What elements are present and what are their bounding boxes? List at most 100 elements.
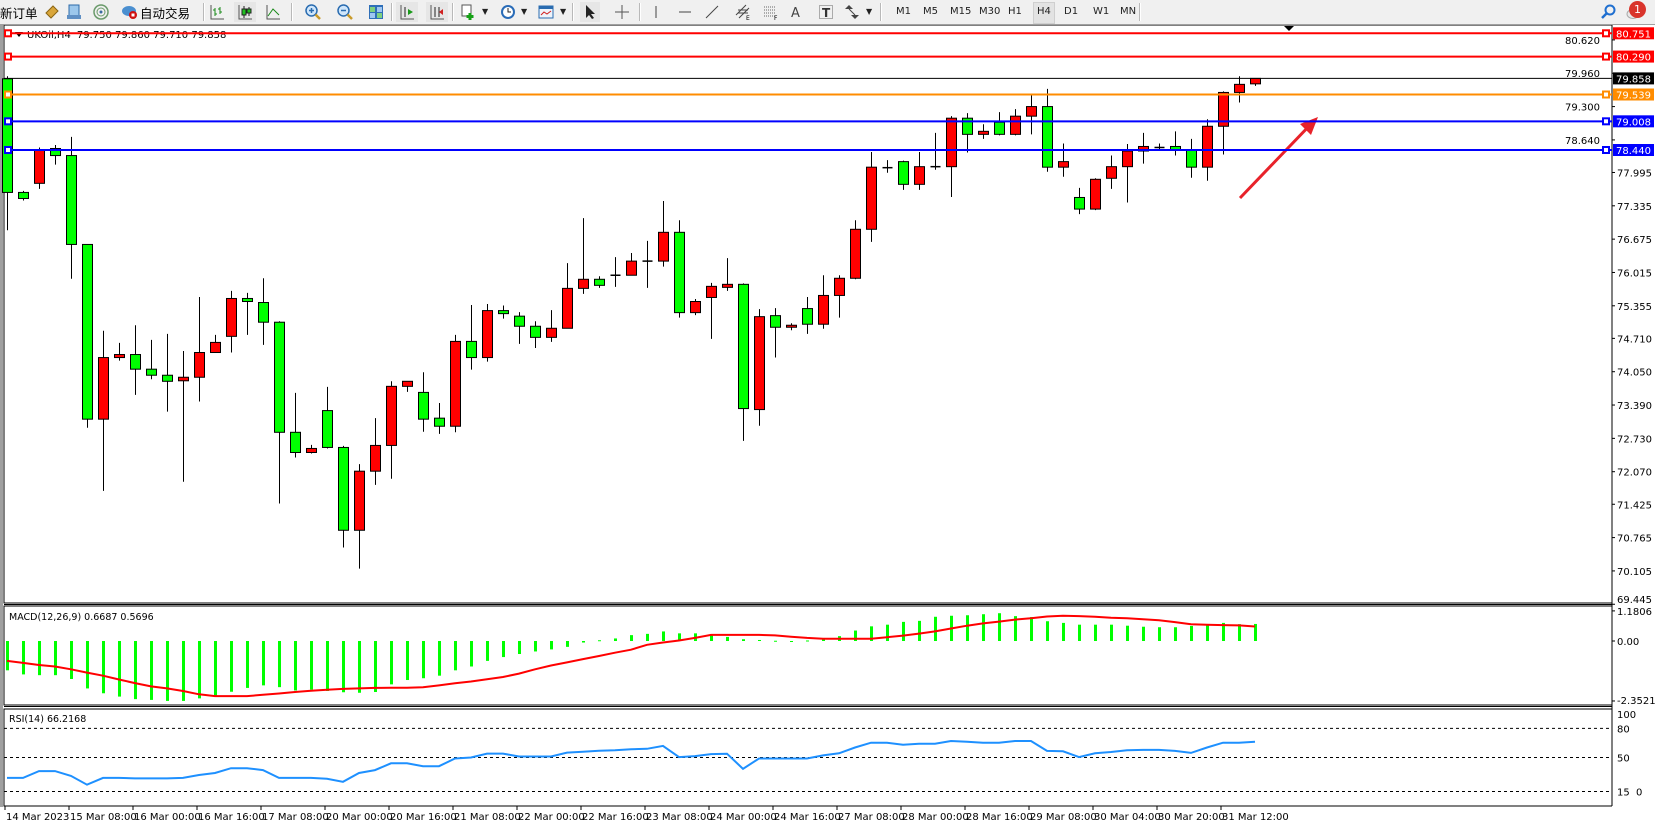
candle xyxy=(850,220,861,280)
line-handle[interactable] xyxy=(4,90,12,99)
notification-badge[interactable]: 1 xyxy=(1629,1,1646,18)
data-window-button[interactable] xyxy=(66,2,82,22)
time-axis-label: 20 Mar 00:00 xyxy=(326,812,393,823)
time-axis-label: 14 Mar 2023 xyxy=(6,812,69,823)
line-handle[interactable] xyxy=(4,29,12,38)
candle-body xyxy=(466,340,477,359)
time-axis-label: 30 Mar 04:00 xyxy=(1094,812,1161,823)
candle xyxy=(914,152,925,190)
candle xyxy=(658,201,669,267)
tile-windows-button[interactable] xyxy=(365,2,387,22)
timeframe-h1[interactable]: H1 xyxy=(1008,6,1022,17)
timeframe-mn[interactable]: MN xyxy=(1120,6,1137,17)
candle xyxy=(514,312,525,344)
macd-histogram-bar xyxy=(358,641,361,693)
candlestick-button[interactable] xyxy=(234,2,256,22)
timeframe-w1[interactable]: W1 xyxy=(1093,6,1110,17)
time-axis-label: 31 Mar 12:00 xyxy=(1222,812,1289,823)
candle xyxy=(242,292,253,335)
line-chart-button[interactable] xyxy=(262,2,284,22)
timeframe-m1[interactable]: M1 xyxy=(896,6,911,17)
auto-trading-button[interactable]: 自动交易 xyxy=(121,2,190,22)
line-handle[interactable] xyxy=(1602,146,1610,155)
periods-button[interactable] xyxy=(498,2,518,22)
new-chart-button[interactable] xyxy=(458,2,478,22)
chart-shift-button[interactable] xyxy=(426,2,448,22)
macd-histogram-bar xyxy=(486,641,489,661)
timeframe-m30[interactable]: M30 xyxy=(979,6,1001,17)
line-handle[interactable] xyxy=(4,146,12,155)
horizontal-line[interactable]: 79.008 xyxy=(4,115,1654,128)
price-tag xyxy=(1613,50,1654,63)
candle-body xyxy=(722,283,733,288)
timeframe-m15[interactable]: M15 xyxy=(950,6,972,17)
line-handle[interactable] xyxy=(1602,117,1610,126)
price-axis[interactable] xyxy=(1612,25,1655,828)
line-handle[interactable] xyxy=(4,52,12,61)
macd-histogram-bar xyxy=(454,641,457,671)
candle-body xyxy=(482,310,493,359)
candle-body xyxy=(802,308,813,325)
candle-body xyxy=(946,117,957,168)
candle-body xyxy=(1234,83,1245,93)
horizontal-line[interactable]: 80.290 xyxy=(4,50,1654,64)
line-handle[interactable] xyxy=(1602,90,1610,99)
auto-scroll-button[interactable] xyxy=(396,2,418,22)
bar-chart-button[interactable] xyxy=(206,2,228,22)
horizontal-line[interactable]: 79.539 xyxy=(4,88,1654,102)
zoom-in-button[interactable] xyxy=(302,2,324,22)
arrows-dropdown[interactable]: ▼ xyxy=(866,7,873,16)
macd-histogram-bar xyxy=(1206,624,1209,641)
horizontal-line-button[interactable] xyxy=(675,2,695,22)
text-label-button[interactable]: T xyxy=(816,2,836,22)
crosshair-button[interactable] xyxy=(612,2,632,22)
price-chart[interactable]: UKOil,H4 79.750 79.860 79.710 79.858 MACD… xyxy=(0,24,1655,829)
equidistant-channel-button[interactable]: E xyxy=(733,2,753,22)
price-tag-label: 79.008 xyxy=(1616,117,1651,128)
fibonacci-button[interactable]: F xyxy=(761,2,781,22)
candle-body xyxy=(738,283,749,410)
line-handle[interactable] xyxy=(4,117,12,126)
trendline-button[interactable] xyxy=(702,2,722,22)
timeframe-d1[interactable]: D1 xyxy=(1064,6,1079,17)
new-chart-dropdown[interactable]: ▼ xyxy=(482,7,489,16)
arrows-button[interactable] xyxy=(842,2,862,22)
templates-button[interactable] xyxy=(536,2,556,22)
text-button[interactable]: A xyxy=(786,2,806,22)
candle xyxy=(1026,94,1037,135)
navigator-button[interactable] xyxy=(93,2,109,22)
market-watch-button[interactable] xyxy=(44,2,60,22)
macd-histogram-bar xyxy=(502,641,505,658)
candle-body xyxy=(34,149,45,184)
line-handle[interactable] xyxy=(1602,29,1610,38)
vertical-line-button[interactable] xyxy=(646,2,666,22)
search-button[interactable] xyxy=(1598,2,1618,22)
price-axis-label: 75.355 xyxy=(1617,302,1652,313)
horizontal-line[interactable]: 80.751 xyxy=(4,27,1654,40)
candle-body xyxy=(114,354,125,359)
new-order-button[interactable]: 新订单 xyxy=(0,2,38,22)
cursor-button[interactable] xyxy=(580,2,600,22)
candle-body xyxy=(1042,106,1053,168)
candle-body xyxy=(818,294,829,325)
timeframe-m5[interactable]: M5 xyxy=(923,6,938,17)
macd-histogram-bar xyxy=(646,633,649,641)
candle-body xyxy=(1202,125,1213,168)
candle xyxy=(594,276,605,288)
chart-shift-marker-icon[interactable] xyxy=(1284,26,1294,31)
price-axis-label: 77.335 xyxy=(1617,202,1652,213)
macd-histogram-bar xyxy=(406,641,409,681)
time-axis[interactable] xyxy=(0,807,1655,829)
templates-dropdown[interactable]: ▼ xyxy=(560,7,567,16)
navigator-icon xyxy=(93,4,109,20)
candle xyxy=(114,342,125,361)
candle xyxy=(82,243,93,428)
macd-histogram-bar xyxy=(662,631,665,641)
candle xyxy=(18,190,29,201)
zoom-out-button[interactable] xyxy=(334,2,356,22)
timeframe-h4[interactable]: H4 xyxy=(1033,2,1055,24)
periods-dropdown[interactable]: ▼ xyxy=(521,7,528,16)
horizontal-line[interactable]: 78.440 xyxy=(4,144,1654,157)
chart-window[interactable]: UKOil,H4 79.750 79.860 79.710 79.858 MACD… xyxy=(0,24,1655,829)
line-handle[interactable] xyxy=(1602,52,1610,61)
